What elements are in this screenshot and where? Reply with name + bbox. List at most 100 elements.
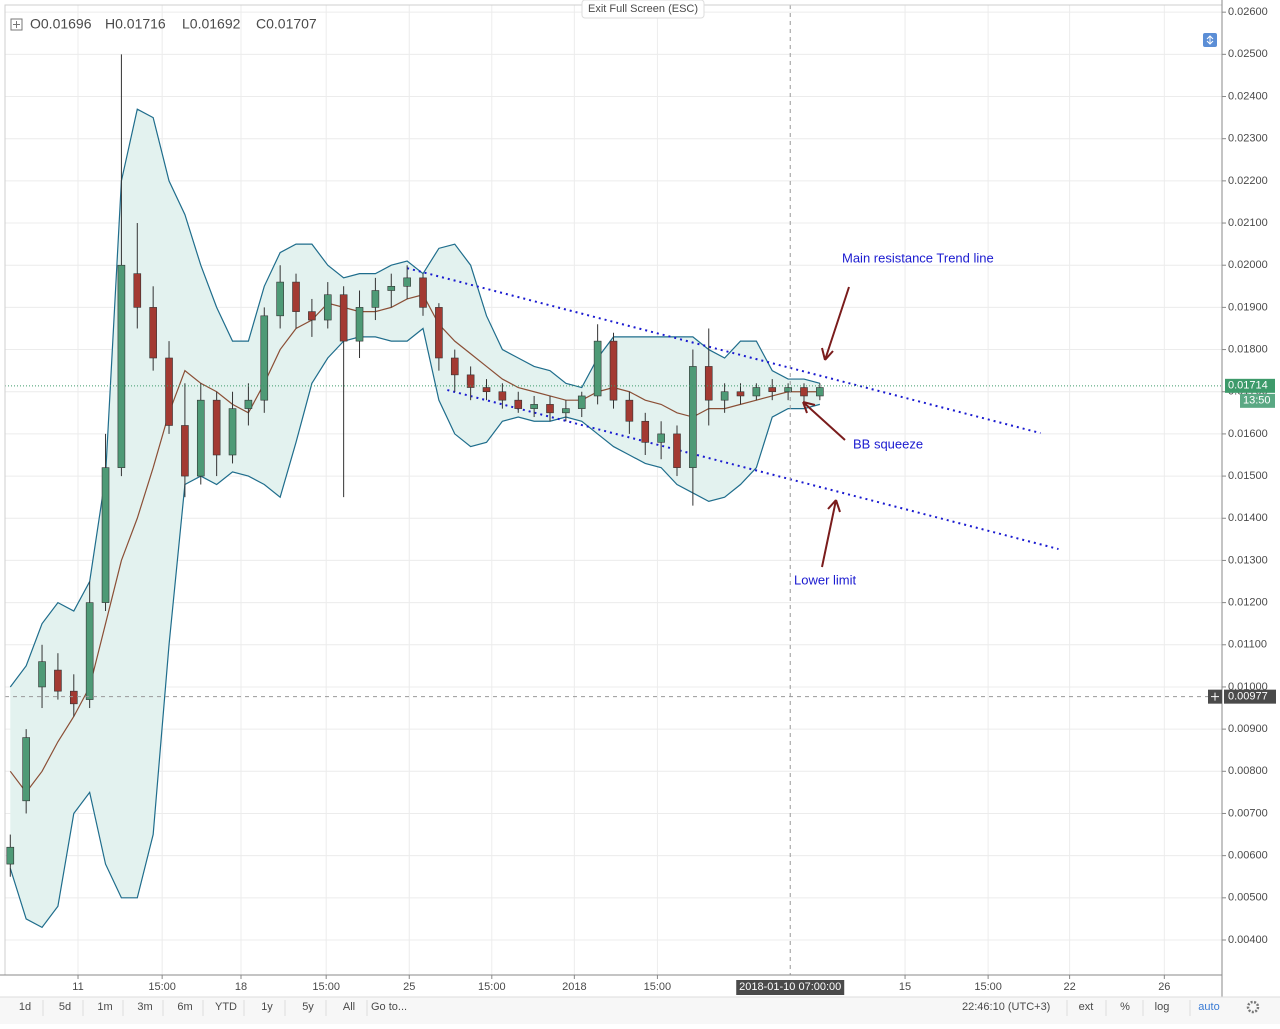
- y-tick-label: 0.01500: [1228, 470, 1268, 482]
- y-tick-label: 0.00600: [1228, 850, 1268, 862]
- crosshair-x-label: 2018-01-10 07:00:00: [739, 981, 841, 993]
- candle-body: [562, 408, 570, 414]
- annotation: Main resistance Trend line: [842, 250, 994, 265]
- range-button[interactable]: All: [343, 1001, 355, 1013]
- y-tick-label: 0.01800: [1228, 343, 1268, 355]
- candle-body: [69, 690, 78, 705]
- ohlc-high: H0.01716: [105, 16, 166, 32]
- crosshair-y-label: 0.00977: [1228, 691, 1268, 703]
- candle-body: [196, 399, 205, 477]
- candle-body: [466, 374, 475, 388]
- toolbar-items: 1d 5d 1m 3m 6m YTD 1y 5y All Go to... 22:46:10 (UT…: [19, 1000, 1260, 1016]
- x-tick-label: 15:00: [148, 981, 176, 993]
- range-button[interactable]: YTD: [215, 1001, 237, 1013]
- candle-body: [244, 399, 253, 409]
- countdown-box: [1240, 393, 1275, 408]
- range-button[interactable]: 5y: [302, 1001, 314, 1013]
- candle-body: [149, 307, 157, 359]
- option-button[interactable]: ext: [1079, 1001, 1094, 1013]
- x-tick-label: 11: [72, 981, 83, 993]
- candle-body: [546, 404, 554, 414]
- candle-body: [117, 264, 126, 468]
- last-price-label: 0.01714: [1228, 380, 1268, 392]
- y-tick-label: 0.02300: [1228, 133, 1268, 145]
- y-tick-label: 0.01600: [1228, 428, 1268, 440]
- y-tick-label: 0.01900: [1228, 301, 1268, 313]
- option-button[interactable]: auto: [1198, 1001, 1219, 1013]
- candle-body: [609, 340, 618, 401]
- range-button[interactable]: 1y: [261, 1001, 273, 1013]
- axes: 0.00400 0.00500 0.00600 0.00700 0.00800 0.009…: [72, 6, 1276, 995]
- band-basis: [9, 294, 820, 794]
- ohlc-open: O0.01696: [30, 16, 92, 32]
- y-tick-label: 0.02000: [1228, 259, 1268, 271]
- settings-button[interactable]: [1246, 1000, 1260, 1014]
- candle-body: [355, 307, 364, 342]
- candle-body: [228, 408, 237, 456]
- option-button[interactable]: log: [1155, 1001, 1170, 1013]
- candle-body: [498, 391, 507, 401]
- x-tick-label: 15:00: [478, 981, 506, 993]
- fullscreen-button[interactable]: [581, 0, 705, 19]
- candle-body: [673, 433, 681, 468]
- candle-body: [482, 387, 491, 393]
- x-tick-label: 15:00: [974, 981, 1002, 993]
- candle-body: [816, 387, 824, 397]
- ohlc-low: L0.01692: [182, 16, 241, 32]
- annotation-arrows: [802, 286, 850, 568]
- range-button[interactable]: 5d: [59, 1001, 71, 1013]
- y-tick-label: 0.00500: [1228, 892, 1268, 904]
- x-tick-label: 15: [899, 981, 911, 993]
- y-tick-label: 0.00700: [1228, 807, 1268, 819]
- y-tick-label: 0.01400: [1228, 512, 1268, 524]
- band-fill: [10, 109, 820, 928]
- candle-body: [530, 404, 538, 409]
- candle-body: [641, 420, 650, 443]
- candle-body: [784, 387, 792, 393]
- expand-icon[interactable]: [10, 18, 23, 31]
- candle-body: [387, 285, 396, 291]
- candle-body: [308, 311, 316, 321]
- candle-body: [689, 366, 697, 468]
- crosshair-plus: [1211, 692, 1219, 701]
- range-button[interactable]: 1d: [19, 1001, 31, 1013]
- range-button[interactable]: 3m: [137, 1001, 152, 1013]
- candle-body: [133, 273, 142, 308]
- range-button[interactable]: 1m: [97, 1001, 112, 1013]
- plot: [5, 5, 1222, 975]
- option-button[interactable]: %: [1120, 1001, 1130, 1013]
- annotation: Lower limit: [794, 572, 857, 587]
- y-tick-label: 0.02400: [1228, 90, 1268, 102]
- goto-button[interactable]: Go to...: [371, 1001, 407, 1013]
- y-tick-label: 0.02500: [1228, 48, 1268, 60]
- arrow: [821, 499, 841, 568]
- candle-body: [292, 281, 300, 312]
- candle-body: [768, 387, 777, 393]
- scale-icon-arrows: [1206, 35, 1214, 45]
- candle-body: [752, 387, 761, 397]
- ohlc-close: C0.01707: [256, 16, 317, 32]
- candle-body: [165, 357, 173, 426]
- annotation: BB squeeze: [853, 436, 923, 451]
- x-tick-label: 18: [235, 981, 247, 993]
- candle-body: [339, 294, 348, 342]
- x-tick-label: 25: [403, 981, 415, 993]
- x-tick-label: 15:00: [312, 981, 340, 993]
- candle-body: [514, 399, 523, 409]
- y-tick-label: 0.00900: [1228, 723, 1268, 735]
- fullscreen-label[interactable]: Exit Full Screen (ESC): [588, 3, 698, 15]
- candle-body: [720, 391, 729, 401]
- clock: 22:46:10 (UTC+3): [962, 1001, 1050, 1013]
- candle-body: [54, 669, 62, 692]
- band-lower: [9, 327, 821, 929]
- range-button[interactable]: 6m: [177, 1001, 192, 1013]
- candle-body: [22, 737, 30, 802]
- candle-body: [38, 661, 46, 688]
- candle-body: [450, 357, 459, 376]
- y-tick-label: 0.01100: [1228, 639, 1267, 651]
- expand-icon-plus: [13, 21, 20, 28]
- countdown-label: 13:50: [1243, 395, 1271, 407]
- candle-body: [6, 846, 15, 865]
